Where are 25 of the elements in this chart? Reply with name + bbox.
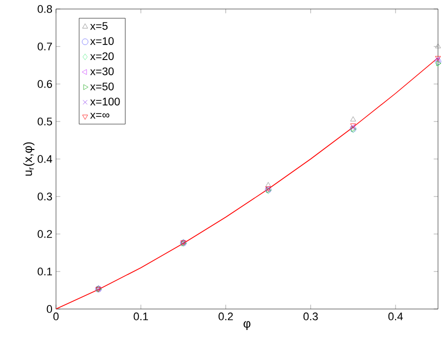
- y-tick-label: 0.5: [38, 118, 52, 126]
- x-tick-label: 0.4: [388, 312, 403, 320]
- legend-label: x=50: [90, 82, 114, 90]
- legend-label: x=30: [90, 67, 114, 76]
- x-tick-label: 0.1: [134, 312, 148, 320]
- point: [435, 43, 441, 48]
- y-tick-label: 0.2: [38, 230, 52, 238]
- y-tick-label: 0.6: [38, 80, 52, 88]
- y-tick-label: 0.4: [38, 155, 52, 163]
- legend-label: x=20: [90, 52, 114, 60]
- y-tick-label: 0: [46, 305, 52, 313]
- y-axis-title: u$_{r}$(x,φ): [23, 142, 34, 176]
- x-tick-label: 0.2: [218, 312, 233, 320]
- y-tick-label: 0.1: [38, 268, 52, 276]
- legend-label: x=10: [90, 37, 114, 45]
- legend-label: x=5: [90, 22, 108, 30]
- y-tick-label: 0.8: [38, 5, 52, 13]
- x-axis-title: φ: [244, 321, 250, 330]
- point: [350, 116, 356, 122]
- legend-label: x=100: [90, 98, 120, 106]
- legend-label: x=∞: [90, 112, 110, 119]
- y-tick-label: 0.3: [38, 192, 52, 200]
- y-tick-label: 0.7: [38, 42, 52, 50]
- x-tick-label: 0: [53, 312, 59, 320]
- x-tick-label: 0.3: [303, 312, 318, 320]
